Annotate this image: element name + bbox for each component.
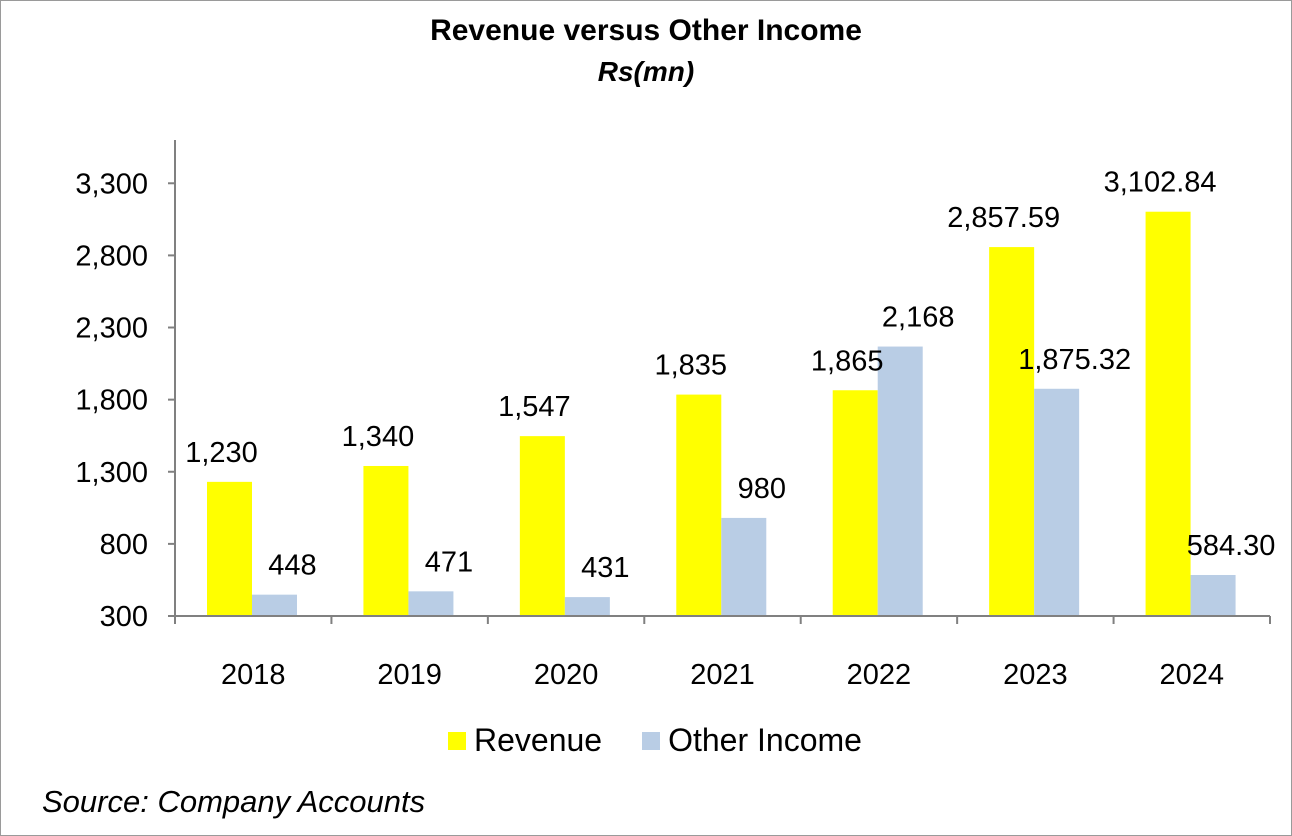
legend-item-other-income: Other Income xyxy=(642,722,862,759)
data-label-revenue-2024: 3,102.84 xyxy=(1104,167,1217,199)
x-tick-label-2019: 2019 xyxy=(377,659,442,691)
data-label-revenue-2018: 1,230 xyxy=(185,437,258,469)
bar-other-income-2022 xyxy=(877,346,923,616)
data-label-other-income-2023: 1,875.32 xyxy=(1018,344,1131,376)
bar-other-income-2020 xyxy=(564,597,610,616)
x-tick-label-2020: 2020 xyxy=(534,659,599,691)
bar-revenue-2021 xyxy=(676,394,722,616)
data-label-other-income-2022: 2,168 xyxy=(882,302,955,334)
y-tick-label: 2,800 xyxy=(75,240,148,272)
x-tick-label-2022: 2022 xyxy=(847,659,912,691)
bar-other-income-2019 xyxy=(408,591,454,616)
bar-other-income-2018 xyxy=(252,594,297,616)
data-label-revenue-2022: 1,865 xyxy=(811,345,884,377)
y-tick-label: 300 xyxy=(100,601,148,633)
x-tick-label-2018: 2018 xyxy=(221,659,286,691)
data-label-revenue-2020: 1,547 xyxy=(498,391,571,423)
data-label-other-income-2021: 980 xyxy=(738,473,786,505)
bar-other-income-2021 xyxy=(721,517,767,616)
bar-other-income-2023 xyxy=(1034,388,1080,616)
legend-label-revenue: Revenue xyxy=(474,722,603,758)
x-tick-label-2024: 2024 xyxy=(1160,659,1225,691)
bar-other-income-2024 xyxy=(1190,574,1236,616)
source-note: Source: Company Accounts xyxy=(42,784,426,819)
legend-item-revenue: Revenue xyxy=(448,722,602,759)
y-tick-label: 3,300 xyxy=(75,168,148,200)
legend-swatch-other-income xyxy=(642,731,661,750)
y-tick-label: 1,300 xyxy=(75,457,148,489)
bar-revenue-2022 xyxy=(832,390,878,616)
legend-swatch-revenue xyxy=(448,731,466,750)
chart-title: Revenue versus Other Income xyxy=(430,14,862,47)
data-label-other-income-2020: 431 xyxy=(581,552,629,584)
x-tick-label-2021: 2021 xyxy=(690,659,755,691)
data-label-other-income-2018: 448 xyxy=(268,550,316,582)
data-label-other-income-2024: 584.30 xyxy=(1187,530,1276,562)
bar-revenue-2018 xyxy=(207,481,252,616)
data-label-revenue-2021: 1,835 xyxy=(654,350,727,382)
bar-revenue-2023 xyxy=(989,247,1035,616)
data-label-revenue-2019: 1,340 xyxy=(342,421,415,453)
data-label-other-income-2019: 471 xyxy=(425,546,473,578)
y-tick-label: 2,300 xyxy=(75,313,148,345)
bar-revenue-2024 xyxy=(1145,211,1191,617)
y-tick-label: 800 xyxy=(100,529,148,561)
x-tick-label-2023: 2023 xyxy=(1003,659,1068,691)
bar-revenue-2020 xyxy=(519,436,565,616)
legend: Revenue Other Income xyxy=(448,722,902,759)
data-label-revenue-2023: 2,857.59 xyxy=(947,202,1060,234)
chart-subtitle: Rs(mn) xyxy=(597,56,695,87)
y-tick-label: 1,800 xyxy=(75,385,148,417)
legend-label-other-income: Other Income xyxy=(668,722,862,758)
bar-revenue-2019 xyxy=(363,465,409,616)
